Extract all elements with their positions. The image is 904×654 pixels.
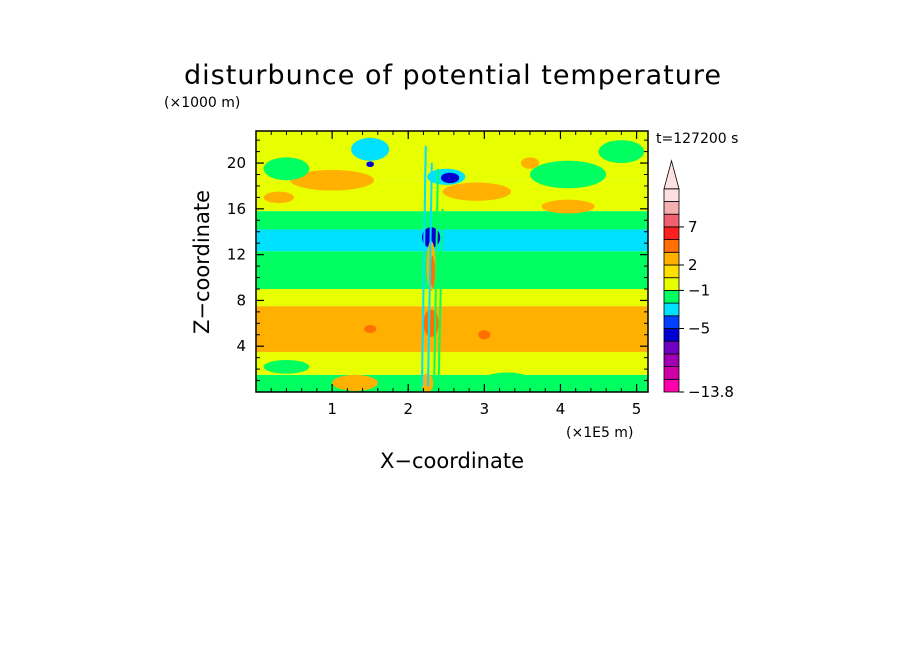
contour-feature-19 <box>332 374 378 391</box>
contour-feature-21 <box>579 375 633 390</box>
plot-frame <box>255 130 649 393</box>
colorbar-swatch <box>663 328 680 342</box>
colorbar-swatch <box>663 378 680 393</box>
contour-band-5 <box>256 229 648 252</box>
colorbar-swatch <box>663 302 680 317</box>
colorbar-label: 2 <box>688 256 698 274</box>
contour-band-2 <box>256 306 648 352</box>
contour-feature-14 <box>430 255 435 288</box>
colorbar-swatch <box>663 226 680 240</box>
y-unit-label: (×1000 m) <box>164 95 240 111</box>
contour-feature-9 <box>366 161 374 168</box>
x-tick-label: 1 <box>327 400 337 418</box>
colorbar-swatch <box>663 366 680 380</box>
colorbar-swatch <box>663 315 680 329</box>
y-axis: 4 8 12 16 20 <box>227 139 648 382</box>
colorbar-swatch <box>663 353 680 367</box>
contour-feature-2 <box>442 182 511 201</box>
contour-feature-7 <box>440 172 460 184</box>
colorbar-swatch <box>663 340 680 355</box>
contour-streak-0 <box>420 145 427 387</box>
colorbar-swatch <box>663 239 680 253</box>
plot-field <box>256 131 648 392</box>
y-tick-label: 16 <box>227 200 246 218</box>
contour-band-4 <box>256 251 648 289</box>
contour-feature-15 <box>423 309 439 338</box>
y-tick-label: 4 <box>236 337 246 355</box>
time-label: t=127200 s <box>656 131 738 147</box>
colorbar-swatch <box>663 188 680 202</box>
contour-feature-4 <box>598 140 645 164</box>
colorbar-extend-arrow <box>663 159 680 190</box>
colorbar-swatch <box>663 277 680 291</box>
colorbar-swatch <box>663 213 680 228</box>
contour-feature-5 <box>351 137 390 161</box>
x-tick-label: 4 <box>556 400 566 418</box>
colorbar-label: 7 <box>688 218 698 236</box>
contour-band-1 <box>256 351 648 375</box>
y-tick-label: 20 <box>227 154 246 172</box>
y-axis-label: Z−coordinate <box>190 190 214 334</box>
x-tick-label: 2 <box>403 400 413 418</box>
colorbar <box>663 159 680 393</box>
contour-feature-3 <box>530 160 607 189</box>
x-axis: 1 2 3 4 5 <box>270 131 642 418</box>
contour-streak-3 <box>437 208 444 381</box>
contour-feature-20 <box>480 372 534 391</box>
colorbar-label: −5 <box>688 320 710 338</box>
contour-feature-11 <box>541 199 595 214</box>
x-tick-label: 5 <box>632 400 642 418</box>
contour-feature-22 <box>263 359 310 374</box>
contour-band-6 <box>256 211 648 230</box>
x-unit-label: (×1E5 m) <box>566 425 633 441</box>
chart-title: disturbunce of potential temperature <box>184 60 722 91</box>
colorbar-labels: 7 2 −1 −5 −13.8 <box>679 218 734 401</box>
x-tick-label: 3 <box>480 400 490 418</box>
contour-feature-1 <box>263 157 310 181</box>
colorbar-swatch <box>663 289 680 304</box>
colorbar-swatch <box>663 264 680 279</box>
y-tick-label: 12 <box>227 246 246 264</box>
contour-feature-0 <box>290 169 374 191</box>
contour-streak-2 <box>433 168 439 387</box>
contour-feature-10 <box>520 157 540 169</box>
colorbar-swatch <box>663 201 680 215</box>
colorbar-label: −1 <box>688 281 710 299</box>
contour-feature-17 <box>478 330 491 340</box>
contour-feature-16 <box>364 325 377 334</box>
y-tick-label: 8 <box>236 291 246 309</box>
contour-band-3 <box>256 288 648 307</box>
colorbar-label: −13.8 <box>688 383 734 401</box>
colorbar-swatch <box>663 251 680 266</box>
contour-streak-1 <box>427 163 433 387</box>
contour-feature-12 <box>263 191 295 204</box>
x-axis-label: X−coordinate <box>380 449 524 473</box>
